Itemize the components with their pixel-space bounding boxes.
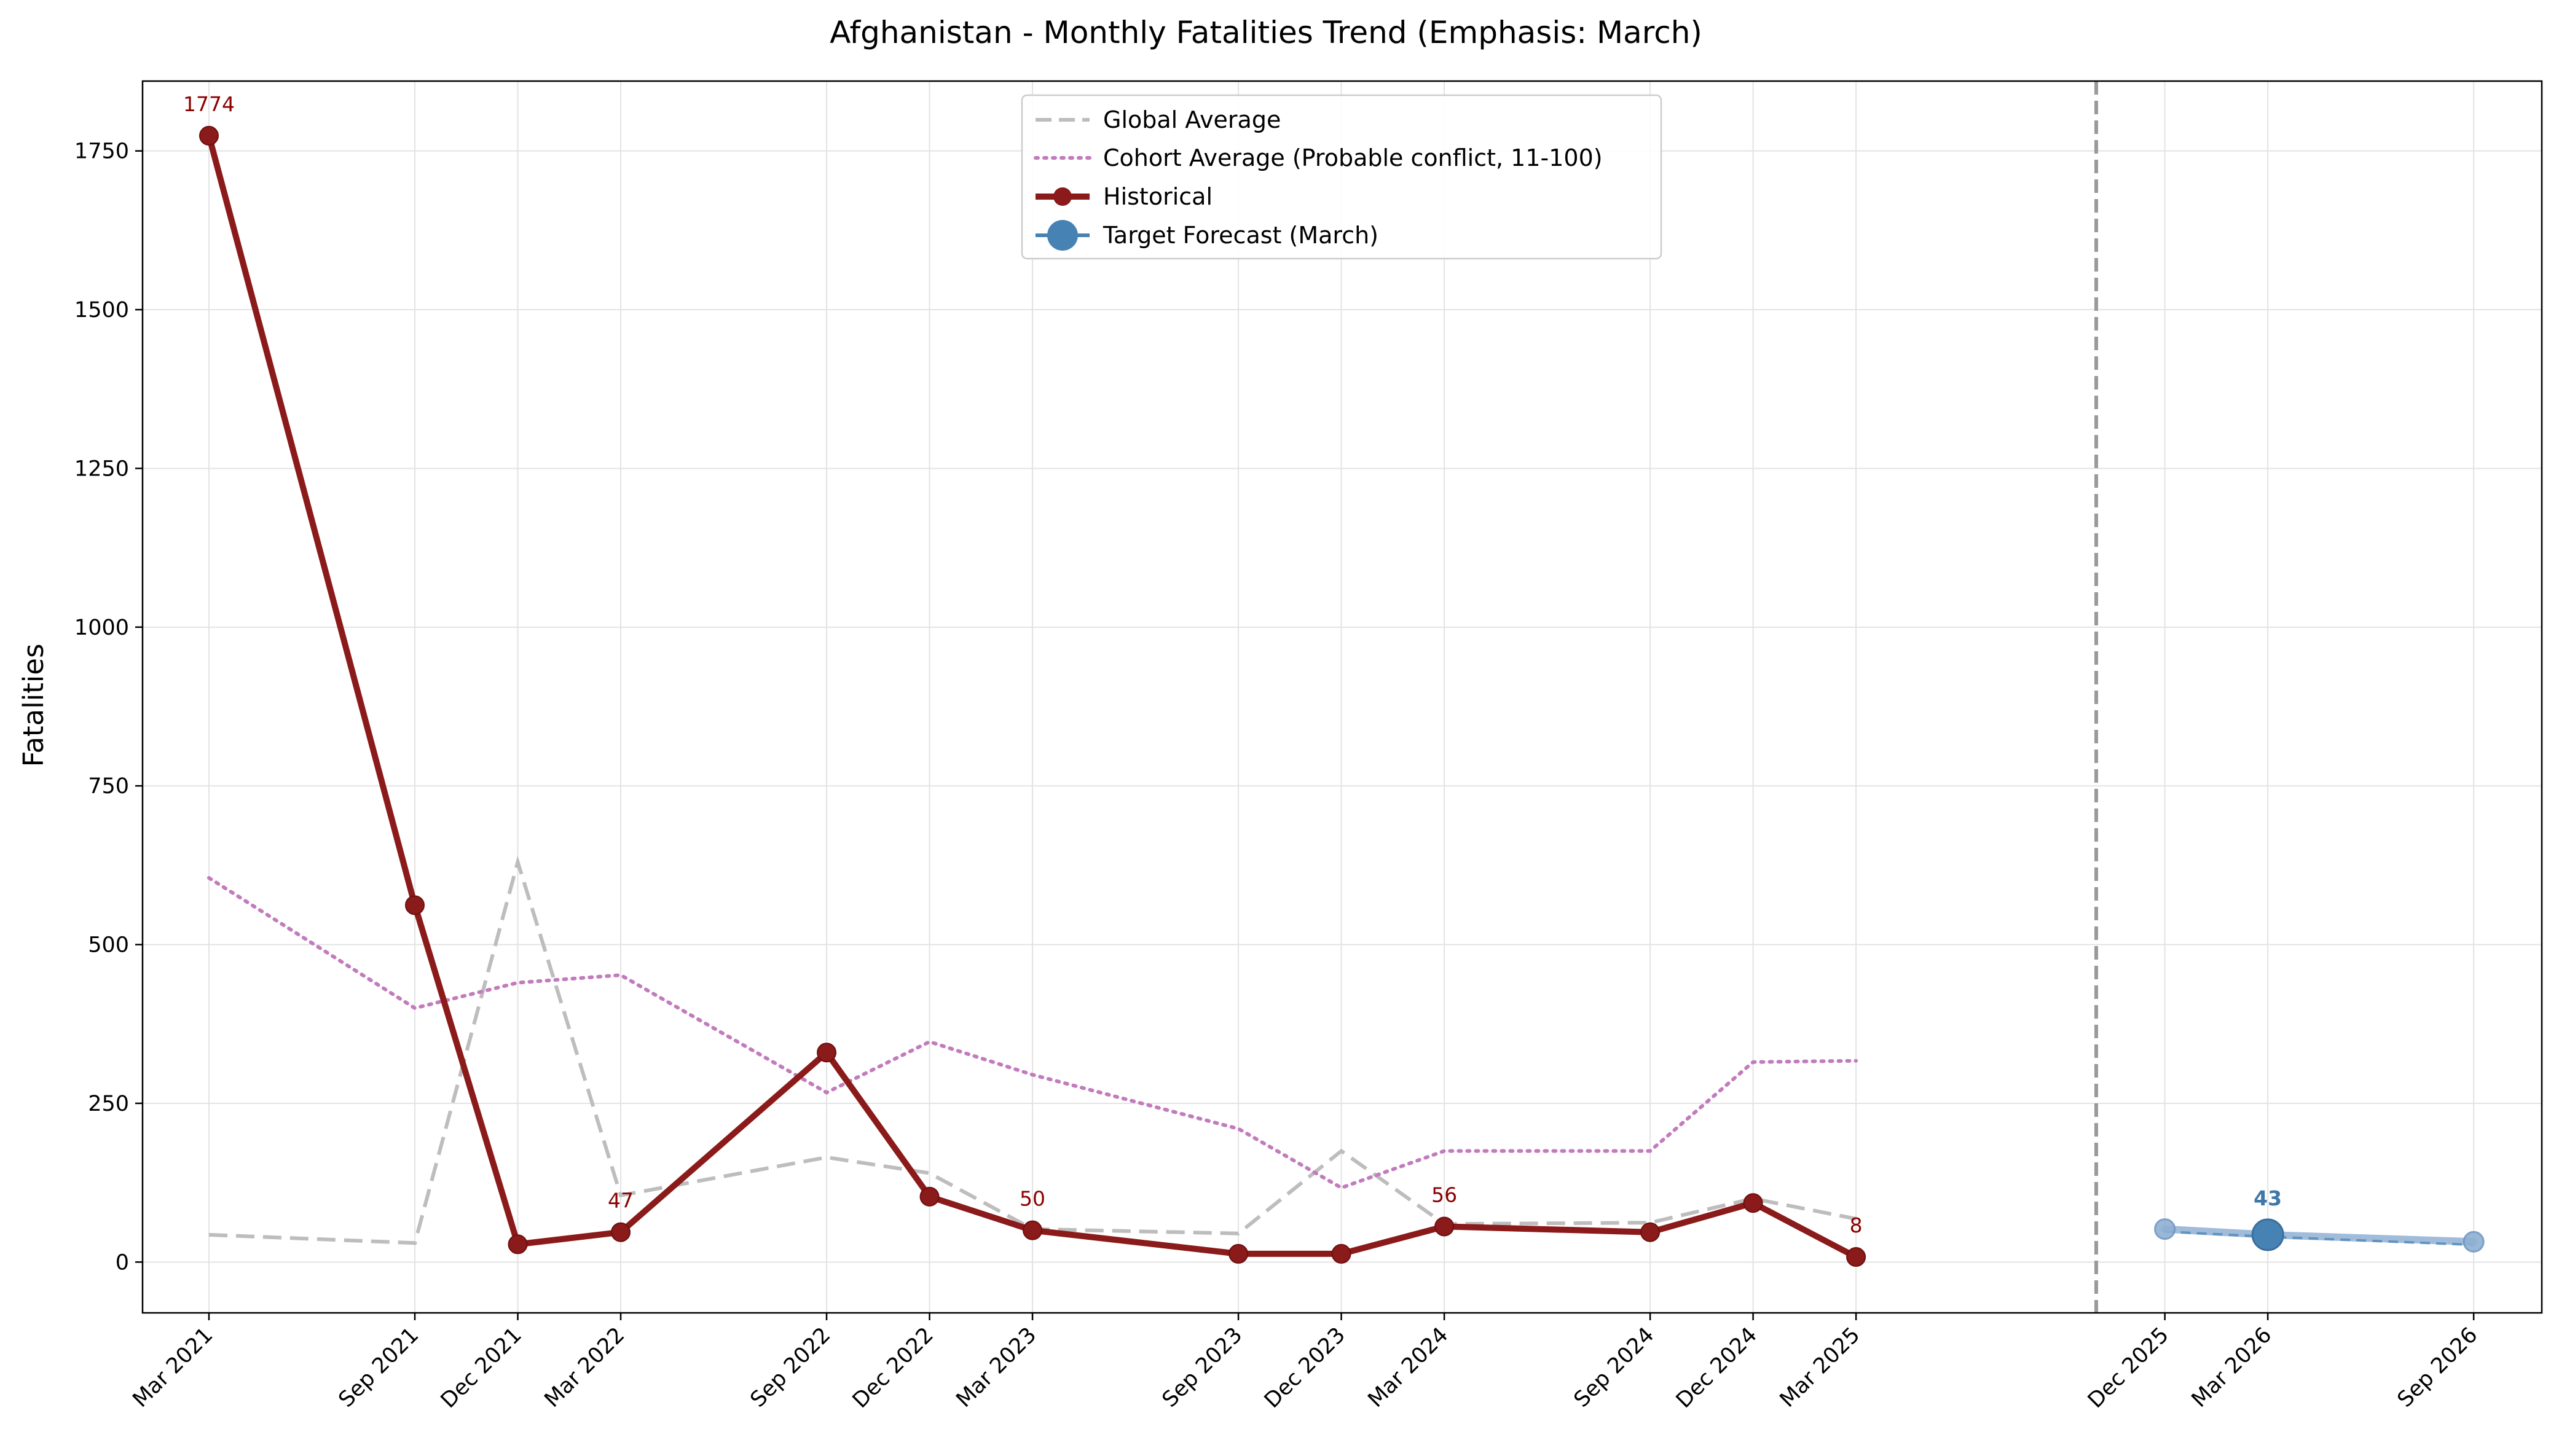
historical-point [508,1234,528,1254]
y-tick-label: 1250 [74,456,129,481]
data-label: 47 [608,1189,634,1213]
legend-marker-historical [1053,187,1072,206]
series-cohort-average-line [207,876,1858,1190]
data-label: 56 [1431,1183,1457,1207]
forecast-point [2463,1231,2485,1253]
y-axis-label: Fatalities [17,644,50,767]
data-label: 50 [1020,1187,1045,1211]
plot-area [199,81,2485,1313]
legend-marker-forecast [1047,220,1078,251]
y-tick-label: 500 [88,933,129,958]
historical-point [611,1222,631,1242]
data-label: 1774 [183,92,235,116]
axes-frame [141,80,2543,1314]
historical-point [199,125,219,146]
forecast-point [2154,1218,2176,1240]
forecast-target-point [2251,1218,2284,1251]
historical-point [919,1186,940,1207]
y-tick-label: 1750 [74,139,129,164]
historical-point [1023,1220,1043,1240]
historical-point [1640,1222,1661,1242]
historical-point [817,1043,837,1063]
data-label: 8 [1850,1213,1863,1237]
data-labels: 1774 47 50 56 8 43 [183,92,2282,1237]
legend-label: Global Average [1103,106,1281,133]
historical-point [1846,1247,1866,1267]
historical-point [1228,1243,1249,1264]
y-tick-label: 0 [116,1250,129,1275]
chart-title: Afghanistan - Monthly Fatalities Trend (… [830,15,1702,50]
historical-point [405,895,425,915]
data-label: 43 [2254,1186,2282,1210]
y-tick-label: 1000 [74,616,129,640]
historical-point [1434,1216,1455,1237]
historical-point [1331,1243,1351,1264]
y-tick-label: 750 [88,774,129,799]
y-tick-label: 250 [88,1092,129,1116]
legend: Global Average Cohort Average (Probable c… [1021,94,1662,260]
legend-label: Historical [1103,183,1213,210]
historical-point [1743,1193,1763,1213]
y-tick-label: 1500 [74,298,129,323]
legend-label: Target Forecast (March) [1103,222,1378,249]
legend-label: Cohort Average (Probable conflict, 11-10… [1103,144,1603,171]
legend-box [1021,94,1662,260]
